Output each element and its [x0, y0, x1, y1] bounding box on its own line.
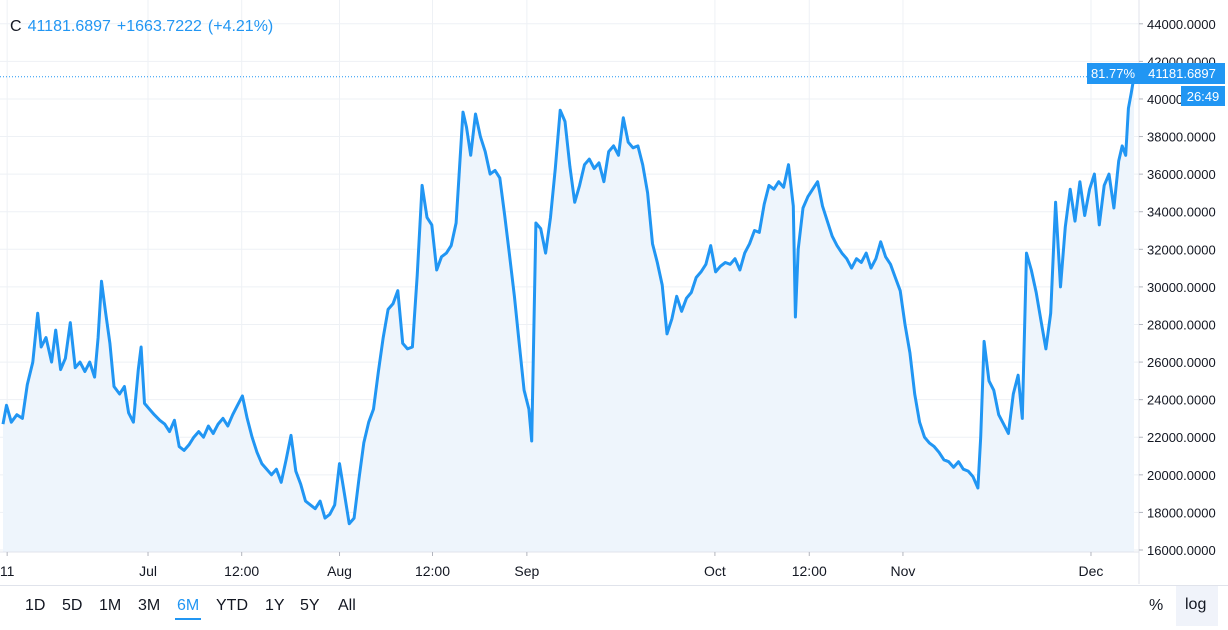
y-tick-label: 28000.0000 [1147, 317, 1216, 332]
x-tick-label: Aug [327, 563, 352, 579]
y-tick-label: 32000.0000 [1147, 242, 1216, 257]
y-tick-label: 20000.0000 [1147, 468, 1216, 483]
bar-countdown: 26:49 [1187, 89, 1220, 104]
y-tick-label: 36000.0000 [1147, 167, 1216, 182]
legend-symbol: C [10, 18, 22, 35]
legend-change-pct: (+4.21%) [207, 18, 274, 35]
y-tick-label: 30000.0000 [1147, 280, 1216, 295]
last-price-value: 41181.6897 [1148, 66, 1216, 81]
x-tick-label: 11 [0, 563, 15, 579]
y-tick-label: 44000.0000 [1147, 17, 1216, 32]
range-toolbar: 1D 5D 1M 3M 6M YTD 1Y 5Y All % [0, 585, 1228, 630]
legend-change: +1663.7222 [116, 18, 202, 35]
y-tick-label: 16000.0000 [1147, 543, 1216, 558]
y-tick-label: 18000.0000 [1147, 505, 1216, 520]
x-tick-label: Dec [1079, 563, 1104, 579]
range-1y-button[interactable]: 1Y [265, 597, 285, 614]
x-tick-label: 12:00 [415, 563, 450, 579]
x-tick-label: Jul [139, 563, 157, 579]
y-tick-label: 26000.0000 [1147, 355, 1216, 370]
y-tick-label: 38000.0000 [1147, 130, 1216, 145]
legend: C 41181.6897 +1663.7222 (+4.21%) [10, 18, 273, 36]
range-6m-button[interactable]: 6M [175, 597, 202, 620]
range-5d-button[interactable]: 5D [62, 597, 83, 614]
range-ytd-button[interactable]: YTD [216, 597, 248, 614]
y-tick-label: 34000.0000 [1147, 205, 1216, 220]
x-axis: 11 Jul 12:00 Aug 12:00 Sep Oct 12:00 Nov Dec [0, 552, 1103, 579]
range-5y-button[interactable]: 5Y [300, 597, 320, 614]
x-tick-label: Oct [704, 563, 726, 579]
price-chart[interactable]: 44000.000042000.000040000.000038000.0000… [0, 0, 1228, 584]
y-axis: 44000.000042000.000040000.000038000.0000… [1139, 17, 1216, 558]
legend-close: 41181.6897 [27, 18, 111, 35]
last-price-label: 81.77% 41181.6897 26:49 [1087, 63, 1225, 106]
range-all-button[interactable]: All [338, 597, 356, 614]
percent-scale-button[interactable]: % [1149, 597, 1164, 614]
log-scale-label: log [1185, 596, 1207, 613]
log-scale-button[interactable]: log [1176, 586, 1218, 626]
y-tick-label: 22000.0000 [1147, 430, 1216, 445]
series-area-fill [3, 76, 1134, 553]
x-tick-label: Nov [890, 563, 915, 579]
range-3m-button[interactable]: 3M [138, 597, 161, 614]
y-tick-label: 24000.0000 [1147, 393, 1216, 408]
last-price-percent: 81.77% [1091, 66, 1136, 81]
x-tick-label: 12:00 [224, 563, 259, 579]
chart-area[interactable]: 44000.000042000.000040000.000038000.0000… [0, 0, 1228, 584]
range-1m-button[interactable]: 1M [99, 597, 122, 614]
x-tick-label: 12:00 [792, 563, 827, 579]
range-1d-button[interactable]: 1D [25, 597, 46, 614]
series-line [1, 76, 1136, 526]
x-tick-label: Sep [514, 563, 539, 579]
